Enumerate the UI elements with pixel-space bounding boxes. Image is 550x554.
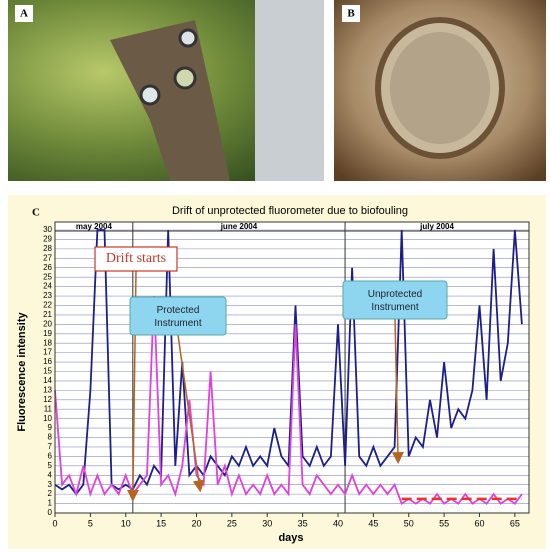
y-tick-label: 9 [48, 423, 53, 432]
y-tick-label: 29 [43, 235, 52, 244]
x-tick-label: 20 [191, 518, 201, 528]
x-tick-label: 15 [156, 518, 166, 528]
y-tick-label: 22 [43, 301, 52, 310]
x-tick-label: 25 [227, 518, 237, 528]
annotation-line: Unprotected [368, 289, 422, 300]
y-tick-label: 6 [48, 452, 53, 461]
y-tick-label: 27 [43, 253, 52, 262]
y-tick-label: 19 [43, 329, 52, 338]
annotation-line: Instrument [154, 318, 201, 329]
y-tick-label: 17 [43, 348, 52, 357]
x-tick-label: 50 [404, 518, 414, 528]
x-tick-label: 0 [52, 518, 57, 528]
y-tick-label: 7 [48, 442, 53, 451]
panel-label: B [347, 8, 355, 20]
x-tick-label: 10 [121, 518, 131, 528]
panel-label-box [342, 5, 360, 22]
y-tick-label: 5 [48, 461, 53, 470]
month-label: may 2004 [76, 222, 113, 231]
y-tick-label: 12 [43, 395, 52, 404]
panel-label: C [32, 207, 40, 219]
x-tick-label: 35 [298, 518, 308, 528]
x-tick-label: 40 [333, 518, 343, 528]
y-tick-label: 1 [48, 499, 53, 508]
y-tick-label: 11 [44, 404, 53, 413]
annotation-box [94, 246, 178, 272]
annotation-text: Drift starts [106, 251, 166, 266]
panel-label: A [20, 8, 28, 20]
annotation-arrow [177, 334, 205, 493]
y-tick-label: 30 [43, 225, 52, 234]
month-label: june 2004 [220, 222, 258, 231]
x-tick-label: 30 [262, 518, 272, 528]
x-tick-label: 5 [88, 518, 93, 528]
x-tick-label: 65 [510, 518, 520, 528]
annotation-line: Protected [157, 305, 200, 316]
annotation-box [129, 296, 227, 336]
y-tick-label: 21 [43, 310, 52, 319]
photo-a [8, 0, 324, 181]
annotation-line: Instrument [371, 302, 418, 313]
y-tick-label: 23 [43, 291, 52, 300]
y-tick-label: 28 [43, 244, 52, 253]
y-tick-label: 24 [43, 282, 52, 291]
x-tick-label: 45 [368, 518, 378, 528]
panel-label-box [15, 5, 33, 22]
x-tick-label: 55 [439, 518, 449, 528]
annotation-arrow [391, 318, 404, 465]
y-tick-label: 16 [43, 357, 52, 366]
y-tick-label: 10 [43, 414, 52, 423]
annotation-text: Unprotected Instrument [368, 289, 422, 313]
y-tick-label: 8 [48, 433, 53, 442]
chart-title: Drift of unprotected fluorometer due to … [172, 205, 408, 217]
x-axis-label: days [278, 532, 303, 544]
y-axis-label: Fluorescence intensity [16, 312, 28, 432]
y-tick-label: 0 [48, 508, 53, 517]
plot-frame [54, 221, 530, 514]
annotation-box [342, 280, 448, 320]
y-tick-label: 4 [48, 470, 53, 479]
y-tick-label: 13 [43, 385, 52, 394]
x-tick-label: 60 [474, 518, 484, 528]
y-tick-label: 3 [48, 480, 53, 489]
photo-b [334, 0, 546, 181]
y-tick-label: 14 [43, 376, 52, 385]
y-tick-label: 2 [48, 489, 53, 498]
y-tick-label: 18 [43, 338, 52, 347]
month-label: july 2004 [419, 222, 454, 231]
y-tick-label: 15 [43, 367, 52, 376]
y-tick-label: 20 [43, 319, 52, 328]
annotation-text: Protected Instrument [154, 305, 201, 329]
y-tick-label: 25 [43, 272, 52, 281]
y-tick-label: 26 [43, 263, 52, 272]
